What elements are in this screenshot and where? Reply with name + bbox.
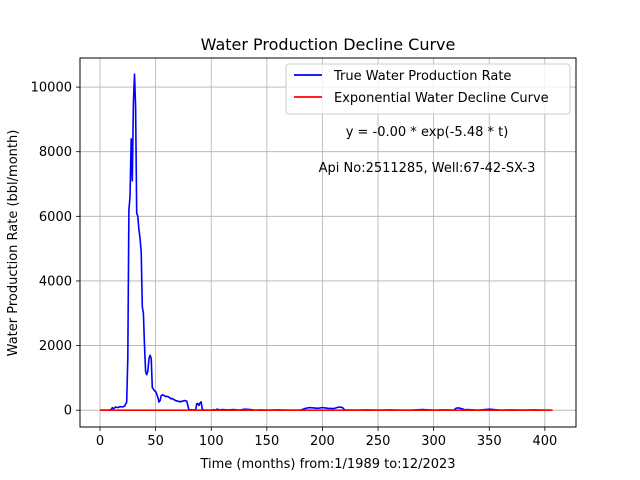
legend-label-true-rate: True Water Production Rate [333, 69, 511, 84]
equation-annotation: y = -0.00 * exp(-5.48 * t) [346, 125, 509, 140]
y-axis-label: Water Production Rate (bbl/month) [6, 130, 21, 357]
x-tick-label: 400 [532, 434, 557, 449]
x-tick-label: 350 [477, 434, 502, 449]
y-tick-label: 4000 [39, 274, 72, 289]
x-tick-label: 100 [199, 434, 224, 449]
plot-frame [79, 57, 577, 428]
chart-title: Water Production Decline Curve [201, 35, 456, 54]
legend-box [285, 63, 571, 115]
x-tick-label: 50 [147, 434, 164, 449]
y-tick-label: 2000 [39, 339, 72, 354]
y-tick-label: 10000 [31, 81, 72, 96]
x-tick-label: 150 [254, 434, 279, 449]
x-axis-ticks: 0 50 100 150 200 250 300 350 400 [96, 427, 557, 449]
y-tick-label: 8000 [39, 145, 72, 160]
x-axis-label: Time (months) from:1/1989 to:12/2023 [199, 457, 455, 472]
y-axis-ticks: 0 2000 4000 6000 8000 10000 [31, 81, 80, 419]
series-lines [100, 73, 553, 412]
x-tick-label: 300 [421, 434, 446, 449]
x-tick-label: 0 [96, 434, 104, 449]
x-tick-label: 250 [366, 434, 391, 449]
well-annotation: Api No:2511285, Well:67-42-SX-3 [319, 161, 536, 176]
x-tick-label: 200 [310, 434, 335, 449]
y-tick-label: 6000 [39, 210, 72, 225]
legend-label-decline-curve: Exponential Water Decline Curve [334, 91, 549, 106]
y-tick-label: 0 [64, 404, 72, 419]
legend: True Water Production Rate Exponential W… [285, 63, 571, 115]
